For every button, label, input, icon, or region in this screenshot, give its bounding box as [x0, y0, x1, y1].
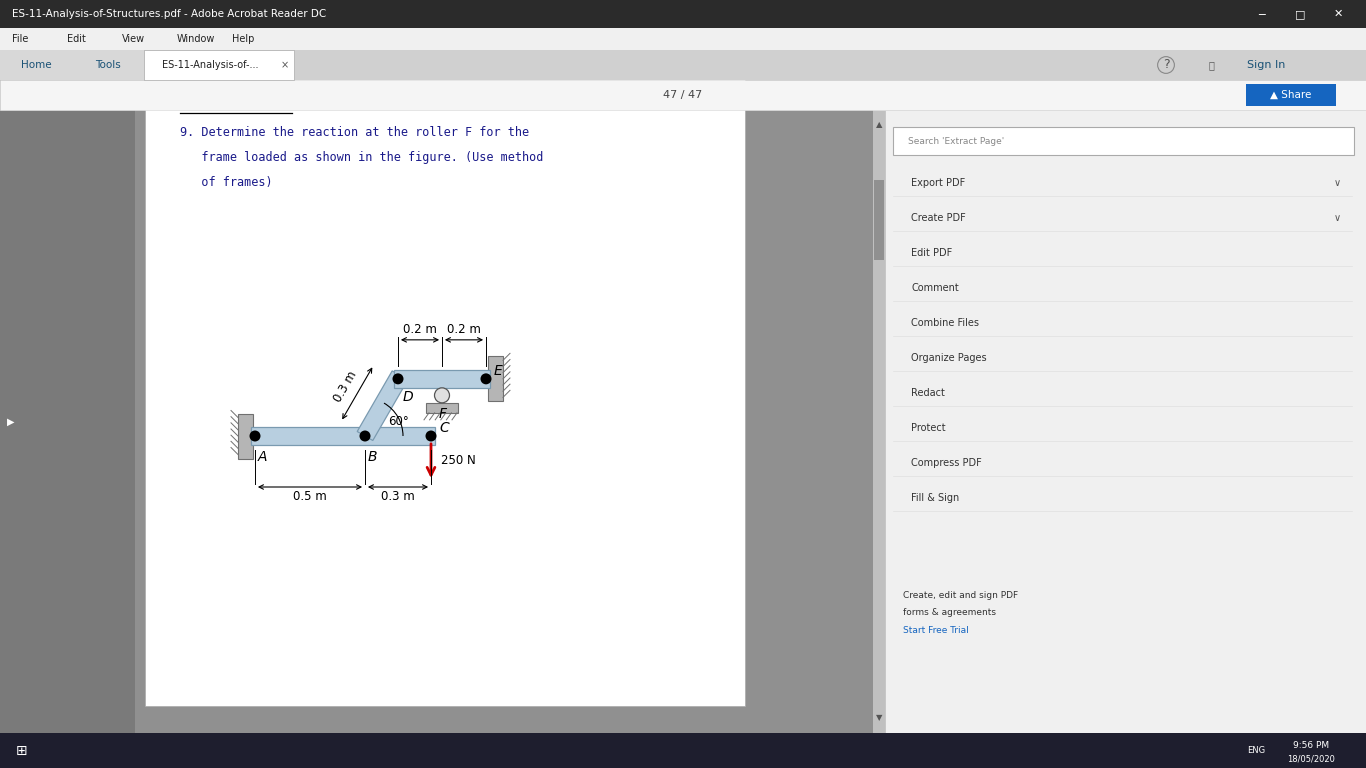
- Text: Export PDF: Export PDF: [911, 178, 966, 188]
- Bar: [145, 51, 744, 706]
- Text: ─: ─: [1258, 9, 1265, 19]
- Text: 47 / 47: 47 / 47: [664, 90, 702, 100]
- Circle shape: [250, 431, 261, 442]
- Text: E: E: [494, 364, 503, 378]
- Text: D: D: [403, 390, 414, 404]
- Text: 🔔: 🔔: [1208, 60, 1214, 70]
- Text: 18/05/2020: 18/05/2020: [1287, 755, 1335, 763]
- Text: 0.5 m: 0.5 m: [294, 490, 326, 503]
- Text: ▲: ▲: [876, 121, 882, 130]
- Bar: [426, 403, 458, 413]
- Bar: [143, 50, 294, 80]
- Bar: [874, 180, 884, 260]
- Text: Edit: Edit: [67, 34, 86, 44]
- Text: ▶: ▶: [7, 416, 15, 426]
- Bar: [0, 110, 135, 733]
- Circle shape: [425, 431, 437, 442]
- Polygon shape: [251, 427, 434, 445]
- Circle shape: [392, 373, 403, 384]
- Text: ⊞: ⊞: [16, 743, 27, 757]
- Bar: [238, 413, 253, 458]
- Text: Window: Window: [178, 34, 216, 44]
- Text: ✕: ✕: [1333, 9, 1343, 19]
- Text: File: File: [12, 34, 29, 44]
- Text: View: View: [122, 34, 145, 44]
- Bar: [0, 50, 1366, 80]
- Text: ∨: ∨: [1335, 213, 1341, 223]
- Bar: [1246, 84, 1336, 106]
- Text: 0.3 m: 0.3 m: [381, 490, 415, 503]
- Circle shape: [434, 388, 449, 403]
- Bar: [893, 127, 1354, 155]
- Text: Start Free Trial: Start Free Trial: [903, 626, 968, 635]
- Text: C: C: [438, 421, 449, 435]
- Text: Problem Set:: Problem Set:: [180, 96, 276, 109]
- Bar: [0, 50, 72, 80]
- Text: Sign In: Sign In: [1247, 60, 1285, 70]
- Text: □: □: [1295, 9, 1306, 19]
- Text: B: B: [367, 450, 377, 464]
- Text: 0.2 m: 0.2 m: [403, 323, 437, 336]
- Text: Compress PDF: Compress PDF: [911, 458, 982, 468]
- Text: forms & agreements: forms & agreements: [903, 608, 996, 617]
- Circle shape: [481, 373, 492, 384]
- Bar: [135, 110, 885, 733]
- Text: of frames): of frames): [180, 176, 273, 189]
- Bar: [885, 110, 1366, 733]
- Text: ▲ Share: ▲ Share: [1270, 90, 1311, 100]
- Text: Combine Files: Combine Files: [911, 318, 979, 328]
- Text: Tools: Tools: [96, 60, 120, 70]
- Text: Protect: Protect: [911, 423, 945, 433]
- Text: ENG: ENG: [1247, 746, 1265, 755]
- Bar: [0, 28, 1366, 50]
- Text: Fill & Sign: Fill & Sign: [911, 493, 959, 503]
- Bar: [0, 733, 1366, 768]
- Text: Help: Help: [232, 34, 254, 44]
- Text: ?: ?: [1162, 58, 1169, 71]
- Text: ×: ×: [281, 60, 290, 70]
- Bar: [873, 110, 885, 733]
- Polygon shape: [357, 371, 408, 441]
- Text: Comment: Comment: [911, 283, 959, 293]
- Text: 9:56 PM: 9:56 PM: [1294, 741, 1329, 750]
- Bar: [488, 356, 503, 402]
- Circle shape: [359, 431, 370, 442]
- Text: Home: Home: [20, 60, 52, 70]
- Text: Edit PDF: Edit PDF: [911, 248, 952, 258]
- Text: ES-11-Analysis-of-...: ES-11-Analysis-of-...: [163, 60, 258, 70]
- Text: Create, edit and sign PDF: Create, edit and sign PDF: [903, 591, 1018, 600]
- Text: 0.3 m: 0.3 m: [332, 369, 359, 405]
- Text: ES-11-Analysis-of-Structures.pdf - Adobe Acrobat Reader DC: ES-11-Analysis-of-Structures.pdf - Adobe…: [12, 9, 326, 19]
- Polygon shape: [393, 370, 490, 388]
- Text: A: A: [258, 450, 268, 464]
- Bar: [72, 50, 143, 80]
- Text: 250 N: 250 N: [441, 454, 475, 467]
- Text: frame loaded as shown in the figure. (Use method: frame loaded as shown in the figure. (Us…: [180, 151, 544, 164]
- Text: Redact: Redact: [911, 388, 945, 398]
- Text: Create PDF: Create PDF: [911, 213, 966, 223]
- Text: 60°: 60°: [388, 415, 410, 429]
- Text: F: F: [438, 407, 447, 421]
- Bar: [0, 80, 1366, 110]
- Text: Organize Pages: Organize Pages: [911, 353, 986, 363]
- Text: Search 'Extract Page': Search 'Extract Page': [908, 137, 1004, 145]
- Text: ∨: ∨: [1335, 178, 1341, 188]
- Bar: [0, 0, 1366, 28]
- Text: ▼: ▼: [876, 713, 882, 723]
- Text: 0.2 m: 0.2 m: [447, 323, 481, 336]
- Text: 9. Determine the reaction at the roller F for the: 9. Determine the reaction at the roller …: [180, 126, 529, 139]
